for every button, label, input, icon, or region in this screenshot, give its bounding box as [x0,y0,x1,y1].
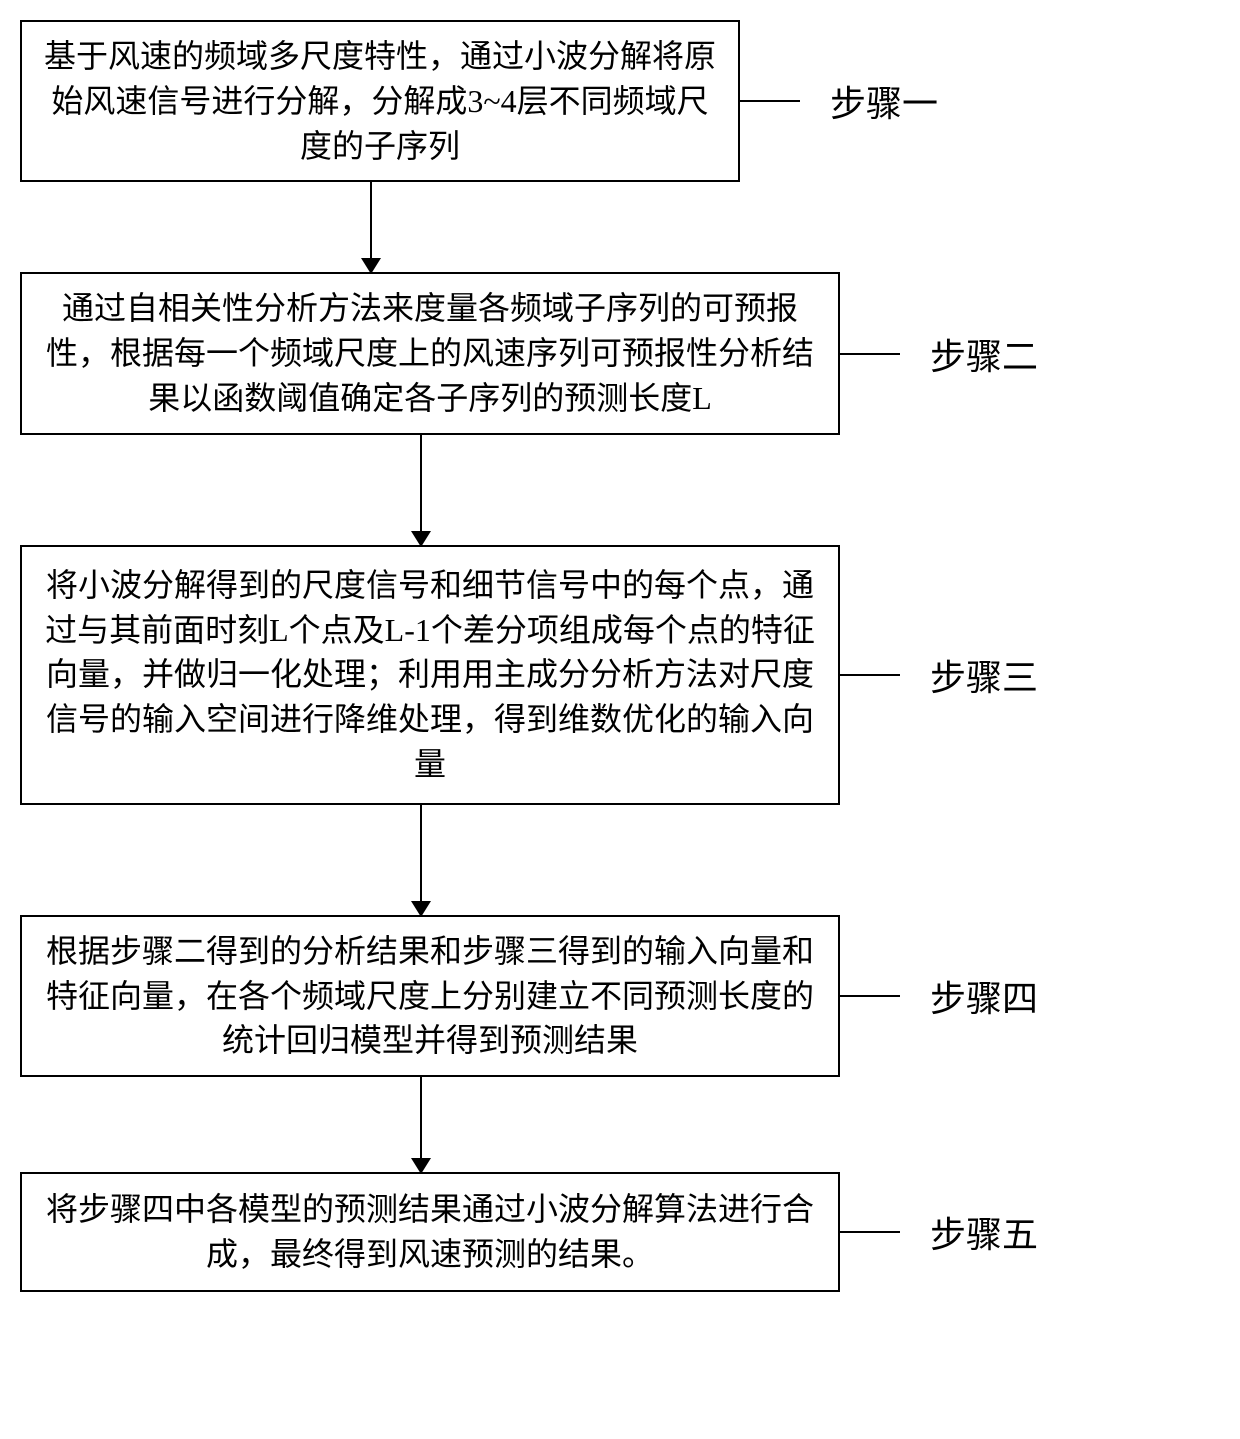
arrow-container-1 [20,182,1220,272]
step-text-3: 将小波分解得到的尺度信号和细节信号中的每个点，通过与其前面时刻L个点及L-1个差… [40,563,820,787]
arrow-3 [420,805,422,915]
step-label-5: 步骤五 [930,1206,1038,1258]
arrow-1 [370,182,372,272]
step-label-2: 步骤二 [930,328,1038,380]
step-text-1: 基于风速的频域多尺度特性，通过小波分解将原始风速信号进行分解，分解成3~4层不同… [40,34,720,168]
step-text-2: 通过自相关性分析方法来度量各频域子序列的可预报性，根据每一个频域尺度上的风速序列… [40,286,820,420]
arrow-container-4 [20,1077,1220,1172]
arrow-4 [420,1077,422,1172]
step-box-3: 将小波分解得到的尺度信号和细节信号中的每个点，通过与其前面时刻L个点及L-1个差… [20,545,840,805]
arrow-container-3 [20,805,1220,915]
step-label-1: 步骤一 [830,75,938,127]
step-row-3: 将小波分解得到的尺度信号和细节信号中的每个点，通过与其前面时刻L个点及L-1个差… [20,545,1220,805]
label-connector-3 [840,674,900,676]
label-connector-1 [740,100,800,102]
label-connector-5 [840,1231,900,1233]
step-row-5: 将步骤四中各模型的预测结果通过小波分解算法进行合成，最终得到风速预测的结果。 步… [20,1172,1220,1292]
step-row-4: 根据步骤二得到的分析结果和步骤三得到的输入向量和特征向量，在各个频域尺度上分别建… [20,915,1220,1077]
step-box-5: 将步骤四中各模型的预测结果通过小波分解算法进行合成，最终得到风速预测的结果。 [20,1172,840,1292]
step-row-1: 基于风速的频域多尺度特性，通过小波分解将原始风速信号进行分解，分解成3~4层不同… [20,20,1220,182]
step-box-1: 基于风速的频域多尺度特性，通过小波分解将原始风速信号进行分解，分解成3~4层不同… [20,20,740,182]
label-connector-4 [840,995,900,997]
flowchart-container: 基于风速的频域多尺度特性，通过小波分解将原始风速信号进行分解，分解成3~4层不同… [20,20,1220,1292]
step-row-2: 通过自相关性分析方法来度量各频域子序列的可预报性，根据每一个频域尺度上的风速序列… [20,272,1220,434]
arrow-container-2 [20,435,1220,545]
label-connector-2 [840,353,900,355]
step-text-5: 将步骤四中各模型的预测结果通过小波分解算法进行合成，最终得到风速预测的结果。 [40,1187,820,1277]
step-label-3: 步骤三 [930,649,1038,701]
step-box-4: 根据步骤二得到的分析结果和步骤三得到的输入向量和特征向量，在各个频域尺度上分别建… [20,915,840,1077]
step-text-4: 根据步骤二得到的分析结果和步骤三得到的输入向量和特征向量，在各个频域尺度上分别建… [40,929,820,1063]
arrow-2 [420,435,422,545]
step-label-4: 步骤四 [930,970,1038,1022]
step-box-2: 通过自相关性分析方法来度量各频域子序列的可预报性，根据每一个频域尺度上的风速序列… [20,272,840,434]
